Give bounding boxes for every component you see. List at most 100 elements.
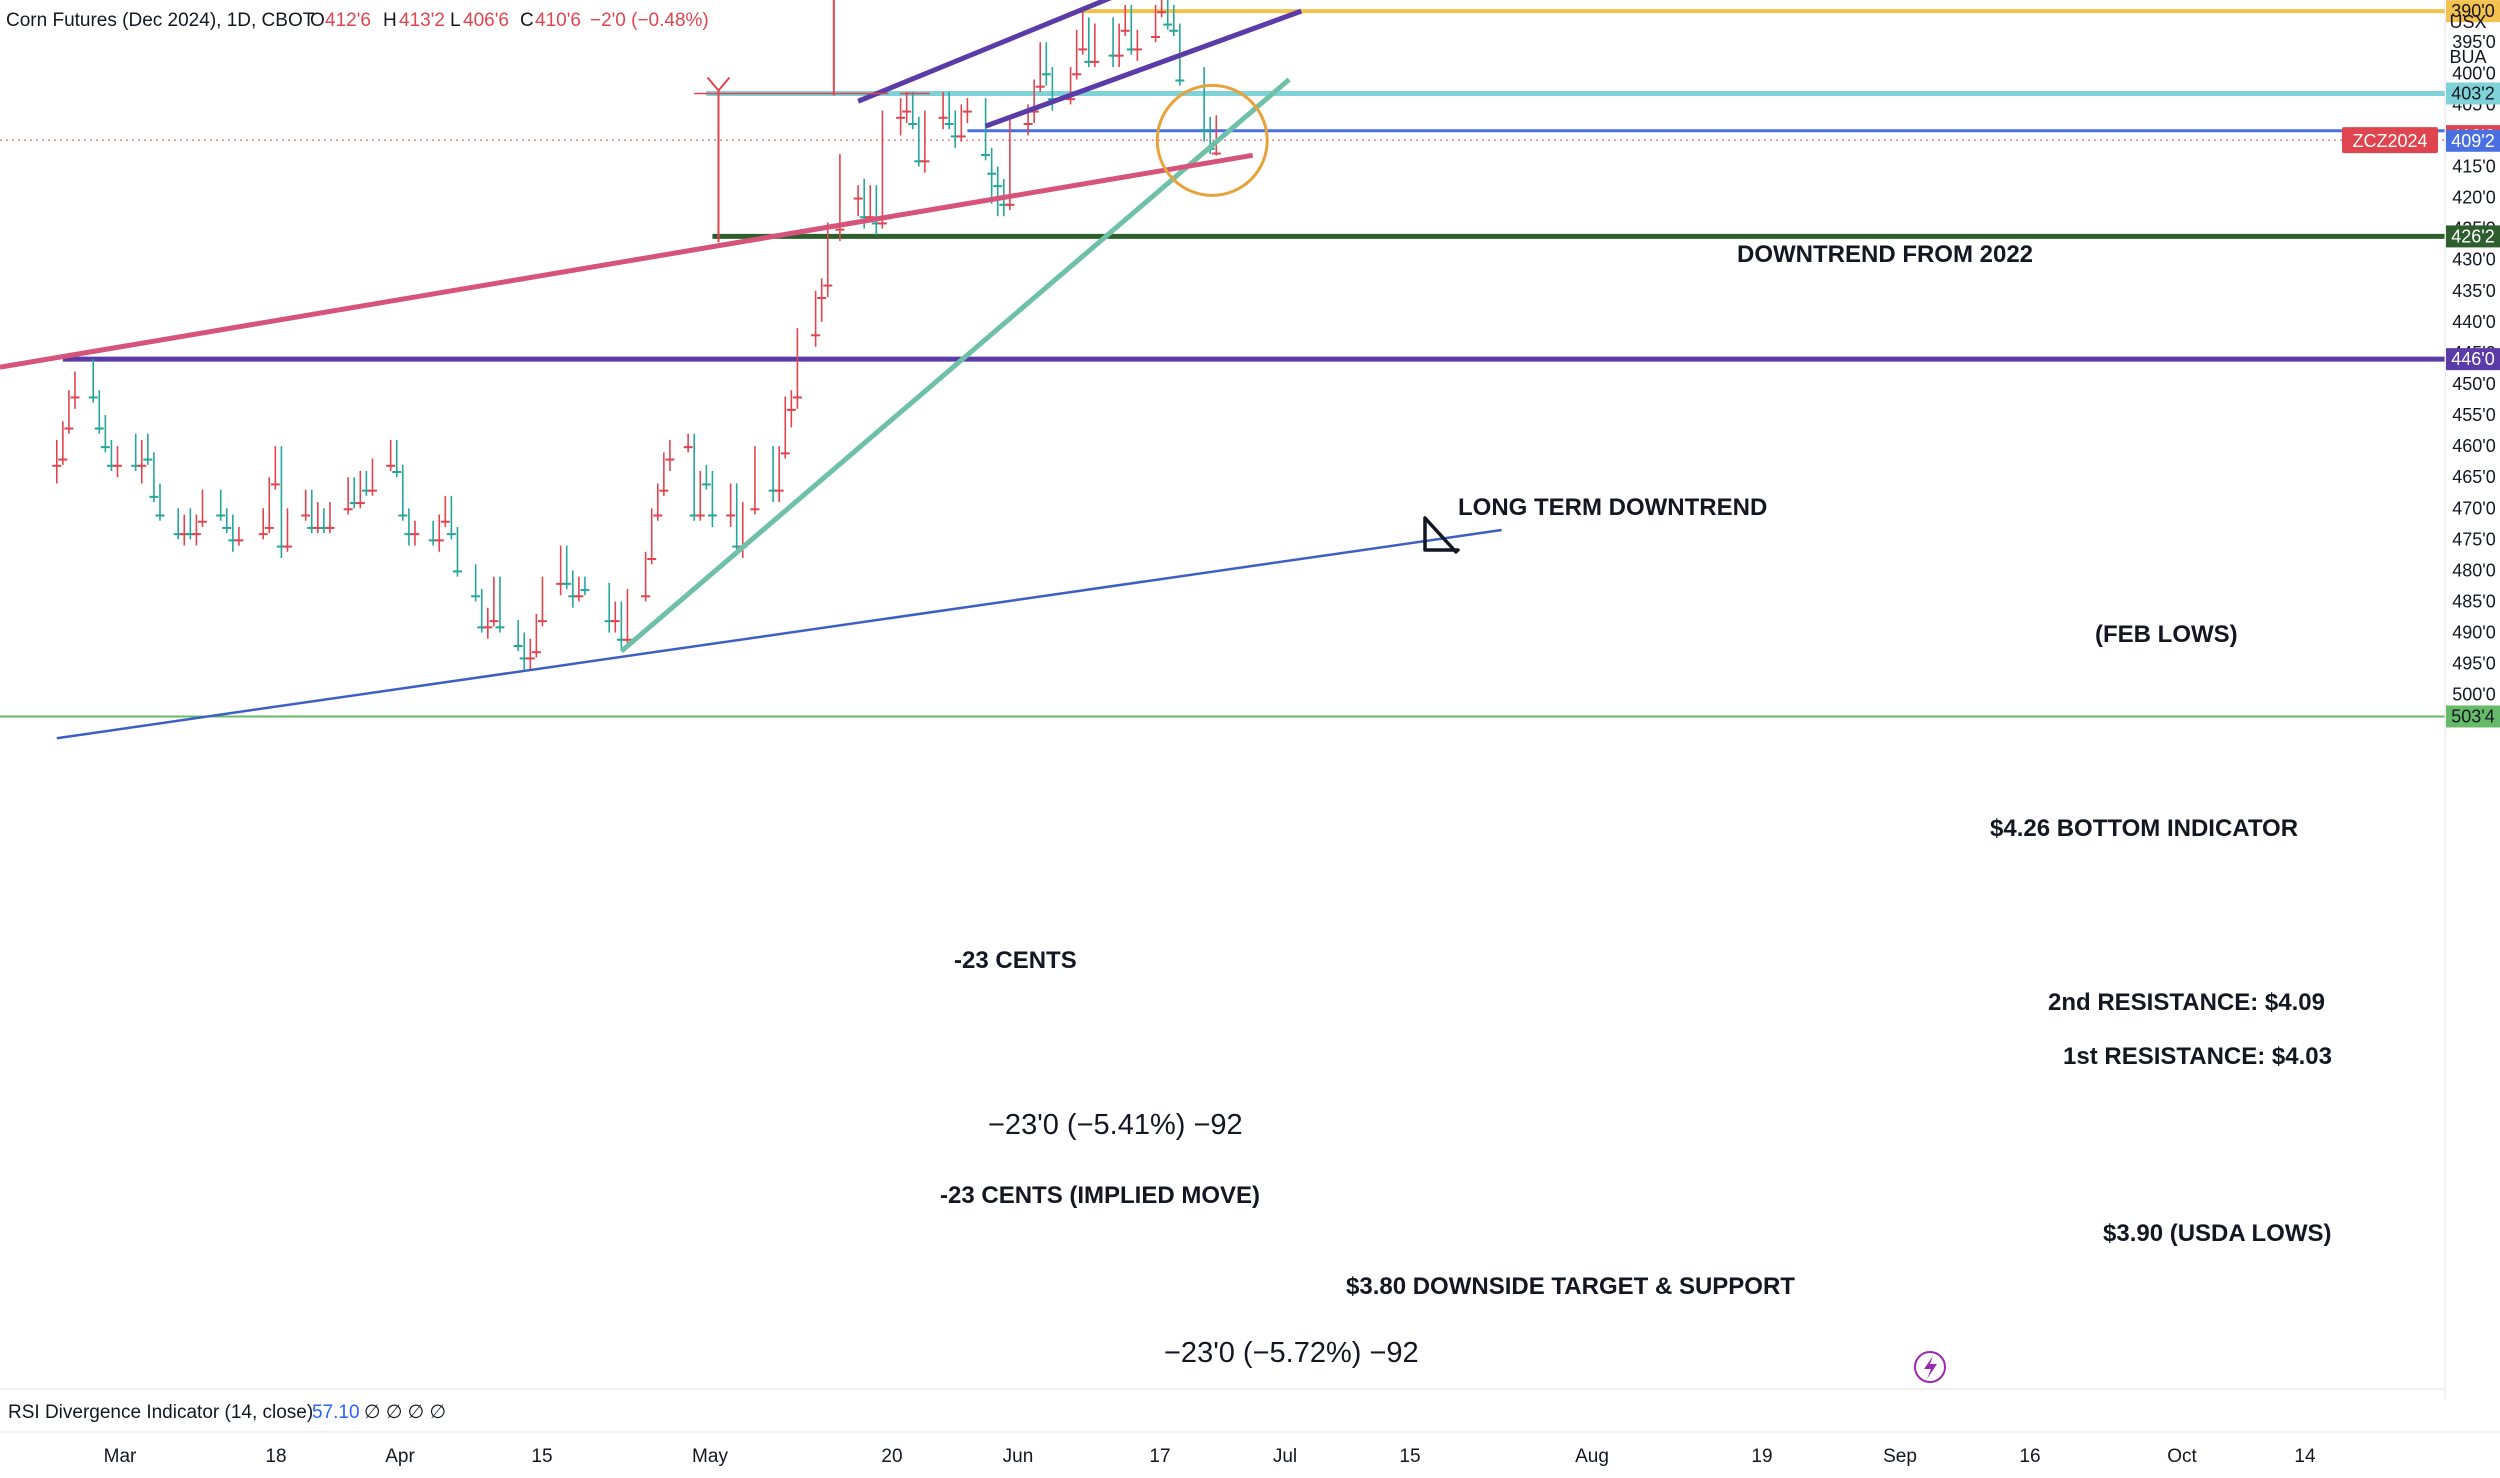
price-tag[interactable] [2446,82,2500,105]
candle[interactable] [902,91,912,123]
candle[interactable] [100,415,110,453]
candle[interactable] [1090,23,1100,68]
candle[interactable] [707,471,717,527]
candle[interactable] [173,508,183,540]
candle[interactable] [616,601,626,652]
candle[interactable] [853,185,863,217]
candle[interactable] [817,278,827,322]
candle[interactable] [1126,4,1136,55]
candle[interactable] [404,508,414,546]
candle[interactable] [1163,0,1173,30]
price-tag[interactable] [2446,129,2500,152]
candle[interactable] [410,520,420,546]
candle[interactable] [610,601,620,633]
candle[interactable] [683,433,693,453]
candle[interactable] [525,638,535,670]
candle[interactable] [1108,17,1118,68]
candle[interactable] [313,502,323,534]
candle[interactable] [908,91,918,130]
price-tag[interactable] [2446,225,2500,248]
candle[interactable] [58,421,68,465]
candle[interactable] [440,495,450,527]
candle[interactable] [131,433,141,471]
candle[interactable] [446,495,456,540]
candle[interactable] [349,477,359,509]
candle[interactable] [865,185,875,223]
candle[interactable] [1029,79,1039,124]
candle[interactable] [962,98,972,123]
candle[interactable] [1084,17,1094,68]
candle[interactable] [1199,67,1209,142]
candle[interactable] [343,477,353,515]
candle[interactable] [732,483,742,552]
candle[interactable] [392,439,402,478]
candle[interactable] [944,91,954,130]
candle[interactable] [179,514,189,546]
candle[interactable] [780,396,790,459]
candle[interactable] [562,545,572,590]
candle[interactable] [1151,4,1161,43]
candle[interactable] [653,483,663,521]
candle[interactable] [519,632,529,670]
candle[interactable] [1035,42,1045,92]
candle[interactable] [471,564,481,602]
candle[interactable] [920,110,930,173]
long-term-downtrend-line[interactable] [619,77,1291,654]
symbol-title[interactable]: Corn Futures (Dec 2024), 1D, CBOT [6,10,315,31]
candle[interactable] [1211,115,1221,156]
candle[interactable] [622,589,632,645]
candle[interactable] [355,471,365,509]
candle[interactable] [483,607,493,639]
candle[interactable] [768,446,778,503]
indicator-name[interactable]: RSI Divergence Indicator (14, close) [8,1402,313,1423]
pink-trend-line[interactable] [0,152,1254,370]
candle[interactable] [367,458,377,496]
candle[interactable] [568,570,578,608]
candle[interactable] [1114,23,1124,68]
candle[interactable] [531,613,541,658]
candle[interactable] [282,508,292,552]
candle[interactable] [665,439,675,471]
candle[interactable] [956,104,966,142]
candle[interactable] [993,166,1003,217]
candle[interactable] [580,576,590,596]
candle[interactable] [94,390,104,434]
candle[interactable] [647,508,657,565]
candle[interactable] [871,185,881,235]
price-tag[interactable] [2446,0,2500,23]
candle[interactable] [701,464,711,490]
candle[interactable] [987,147,997,204]
candle[interactable] [88,359,98,403]
candle[interactable] [307,489,317,534]
price-tag[interactable] [2446,348,2500,371]
candle[interactable] [1157,0,1167,18]
candle[interactable] [325,502,335,534]
candle[interactable] [574,576,584,602]
candle[interactable] [641,551,651,602]
candle[interactable] [1066,67,1076,105]
candle[interactable] [70,371,80,409]
candle[interactable] [222,508,232,534]
candle[interactable] [155,483,165,521]
candle[interactable] [513,620,523,652]
candle[interactable] [1072,29,1082,80]
candle[interactable] [137,439,147,484]
candle[interactable] [556,545,566,596]
candle[interactable] [276,446,286,558]
candle[interactable] [495,576,505,633]
candle[interactable] [191,514,201,546]
candle[interactable] [774,446,784,503]
candle[interactable] [695,471,705,521]
candle[interactable] [234,526,244,546]
candle[interactable] [185,508,195,540]
candle[interactable] [452,526,462,577]
candle[interactable] [604,582,614,633]
candle[interactable] [896,98,906,136]
candle[interactable] [1120,4,1130,36]
downtrend-2022-line[interactable] [56,528,1502,740]
candle[interactable] [786,390,796,428]
candle[interactable] [270,446,280,490]
lightning-icon[interactable] [1914,1351,1946,1383]
candle[interactable] [264,477,274,534]
price-tag[interactable] [2446,705,2500,728]
